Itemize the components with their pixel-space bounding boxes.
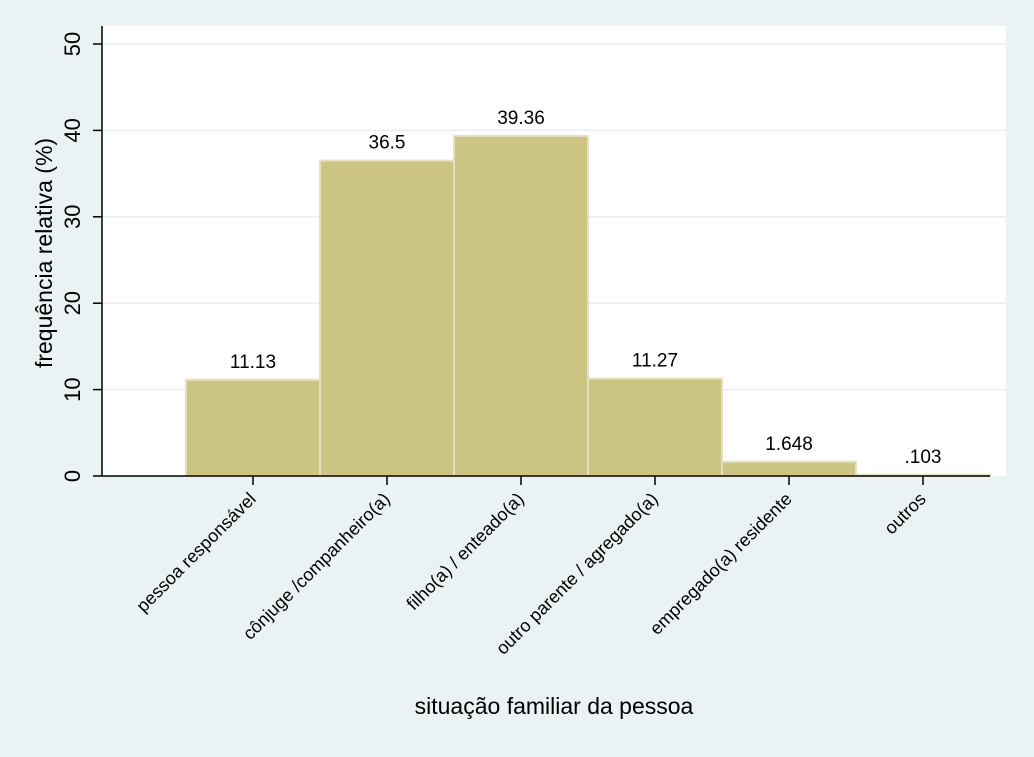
bar-3 bbox=[587, 377, 723, 477]
data-label-1: 36.5 bbox=[369, 133, 406, 154]
y-tick-label-40: 40 bbox=[60, 118, 85, 142]
y-tick-label-20: 20 bbox=[60, 291, 85, 315]
bar-1 bbox=[319, 159, 455, 477]
x-tick-label-1: cônjuge /companheiro(a) bbox=[239, 489, 394, 644]
bar-2 bbox=[453, 134, 589, 477]
data-label-5: .103 bbox=[905, 447, 942, 468]
bar-0 bbox=[185, 378, 321, 477]
data-label-0: 11.13 bbox=[230, 352, 276, 373]
x-tick-label-4: empregado(a) residente bbox=[646, 489, 796, 639]
y-tick-label-0: 0 bbox=[60, 470, 85, 482]
data-label-3: 11.27 bbox=[632, 351, 678, 372]
y-tick-label-10: 10 bbox=[60, 377, 85, 401]
y-tick-label-50: 50 bbox=[60, 32, 85, 56]
x-tick-label-5: outros bbox=[880, 489, 930, 539]
x-axis-title: situação familiar da pessoa bbox=[415, 693, 694, 719]
data-label-2: 39.36 bbox=[497, 108, 545, 129]
data-labels: 11.13 36.5 39.36 11.27 1.648 .103 bbox=[230, 108, 942, 468]
bars bbox=[185, 134, 991, 478]
data-label-4: 1.648 bbox=[765, 434, 813, 455]
x-tick-label-0: pessoa responsável bbox=[132, 489, 259, 616]
y-axis-title: frequência relativa (%) bbox=[31, 138, 57, 368]
x-tick-label-3: outro parente / agregado(a) bbox=[492, 489, 662, 659]
bar-4 bbox=[721, 460, 857, 478]
x-tick-label-2: filho(a) / enteado(a) bbox=[403, 489, 528, 614]
y-tick-label-30: 30 bbox=[60, 205, 85, 229]
